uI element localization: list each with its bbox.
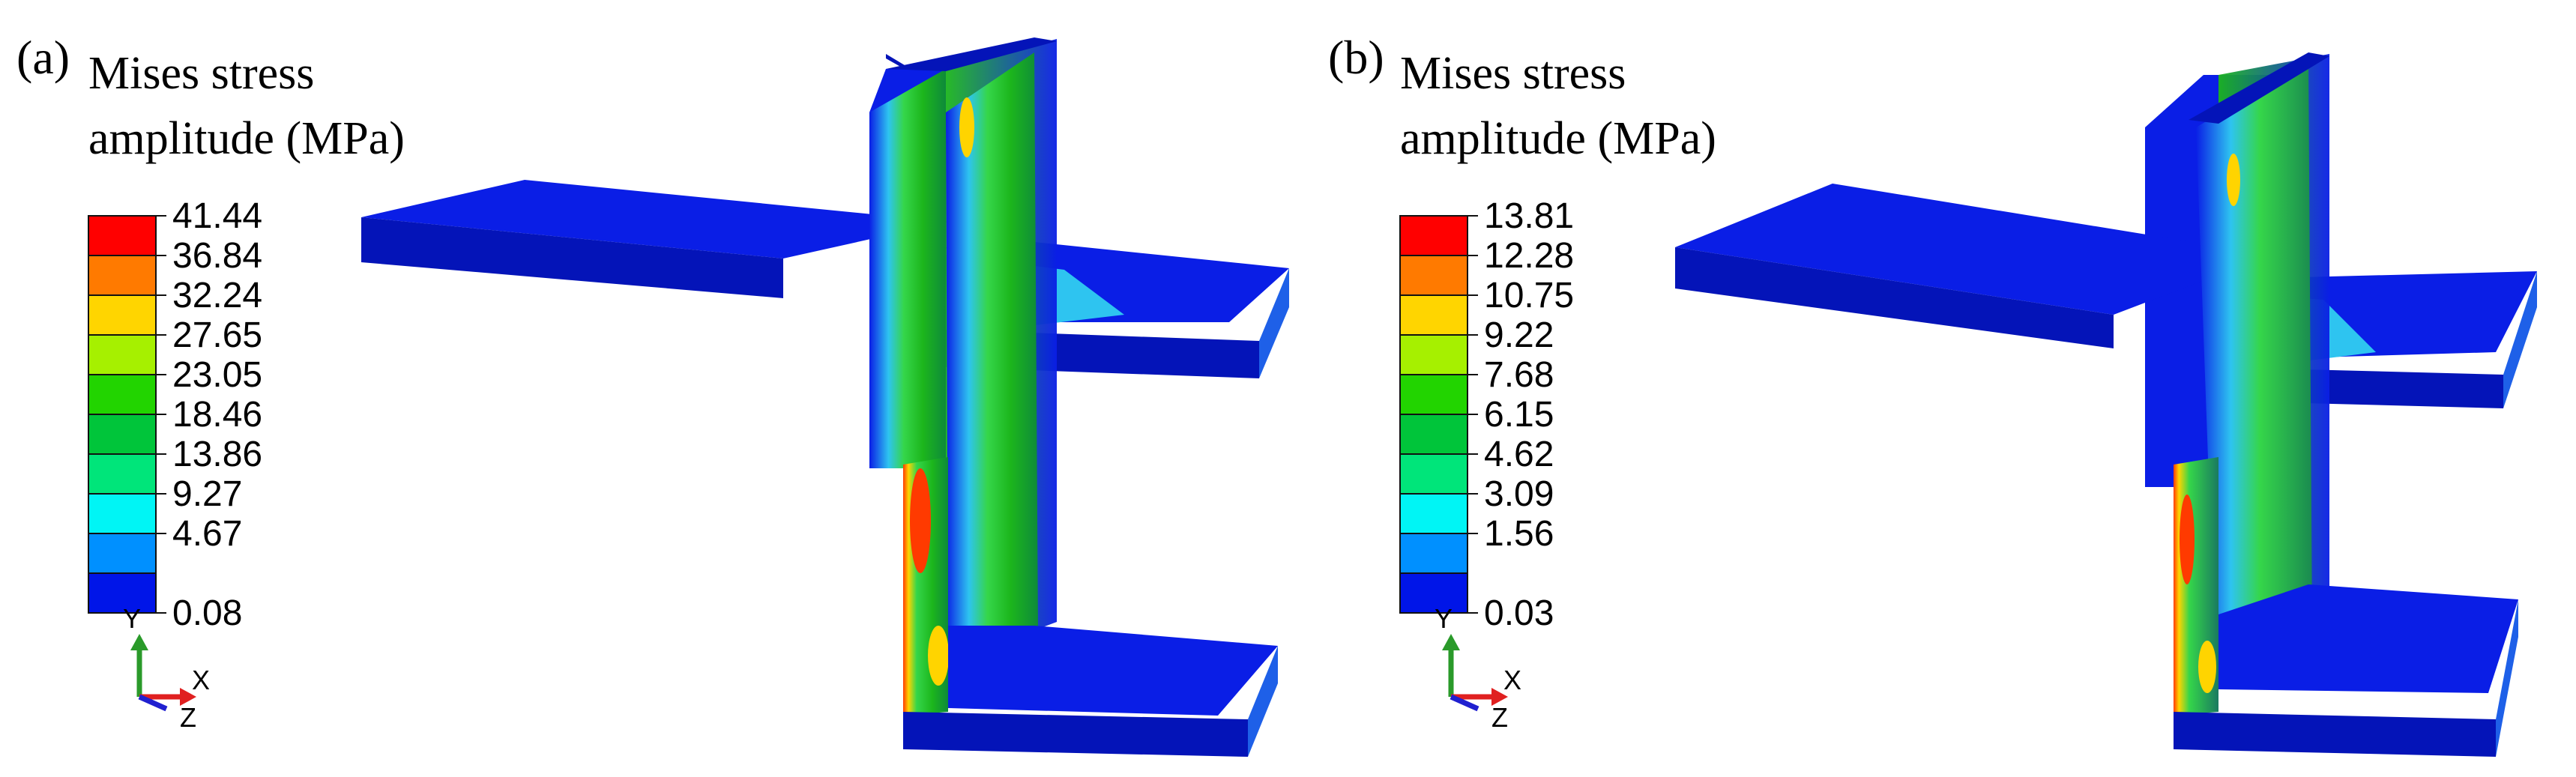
colorbar-swatch — [1399, 215, 1468, 256]
colorbar-swatch — [88, 334, 157, 375]
colorbar-tick-label: 10.75 — [1484, 276, 1574, 315]
panel-a-title-line1: Mises stress — [88, 48, 314, 99]
model-b-left-flange-top — [1675, 184, 2271, 315]
axis-y-label: Y — [1435, 603, 1453, 634]
model-a-bottom-flange-top — [948, 626, 1278, 716]
model-b-web-face — [2196, 60, 2312, 644]
colorbar-tick-label: 9.27 — [172, 474, 242, 514]
model-b-web-top — [2189, 52, 2329, 124]
panel-a-title-line2: amplitude (MPa) — [88, 113, 405, 164]
colorbar-swatch — [88, 294, 157, 336]
model-b-hotspot-lower — [2180, 495, 2195, 584]
axis-z-label: Z — [1491, 702, 1508, 733]
axis-triad-b: Y X Z — [1435, 603, 1521, 733]
colorbar-swatch — [1399, 572, 1468, 614]
colorbar-swatch — [88, 572, 157, 614]
model-a-stem-upper — [869, 69, 946, 468]
model-a-web-top — [886, 37, 1057, 71]
model-a-bottom-flange-front — [903, 712, 1248, 757]
colorbar-tick-label: 4.62 — [1484, 435, 1554, 474]
panel-a: (a) Mises stress amplitude (MPa) 41.4436… — [16, 31, 1289, 757]
colorbar-swatch — [1399, 453, 1468, 495]
axis-y-arrowhead — [130, 634, 148, 650]
axis-z-arrow — [138, 694, 168, 712]
colorbar-tick-label: 7.68 — [1484, 355, 1554, 395]
model-b-hotspot-mid — [2198, 641, 2216, 693]
axis-x-label: X — [192, 665, 210, 695]
axis-x-label: X — [1503, 665, 1521, 695]
panel-b: (b) Mises stress amplitude (MPa) 13.8112… — [1328, 31, 2537, 757]
colorbar-swatch — [1399, 334, 1468, 375]
panel-b-title-line1: Mises stress — [1400, 48, 1626, 99]
colorbar-tick-label: 6.15 — [1484, 395, 1554, 435]
axis-triad-a: Y X Z — [123, 603, 210, 733]
colorbar-swatch — [88, 533, 157, 574]
colorbar-swatch — [88, 493, 157, 534]
model-a-hotspot-mid — [928, 626, 949, 686]
colorbar-swatch — [1399, 374, 1468, 415]
axis-y-arrowhead — [1442, 634, 1460, 650]
panel-b-tag: (b) — [1328, 31, 1384, 84]
model-a — [361, 37, 1289, 757]
colorbar-tick-label: 0.08 — [172, 593, 242, 633]
colorbar-tick-label: 12.28 — [1484, 236, 1574, 276]
colorbar-swatch — [1399, 294, 1468, 336]
model-b-hotspot-top — [2227, 154, 2240, 206]
panel-a-tag: (a) — [16, 31, 70, 84]
colorbar-tick-label: 41.44 — [172, 196, 262, 236]
model-a-web-face — [946, 52, 1038, 644]
model-b-bottom-flange-front — [2174, 712, 2496, 757]
colorbar-a: 41.4436.8432.2427.6523.0518.4613.869.274… — [88, 196, 262, 633]
colorbar-swatch — [88, 255, 157, 296]
colorbar-tick-label: 3.09 — [1484, 474, 1554, 514]
colorbar-tick-label: 32.24 — [172, 276, 262, 315]
model-b — [1675, 52, 2537, 757]
colorbar-swatch — [1399, 414, 1468, 455]
colorbar-tick-label: 9.22 — [1484, 315, 1554, 355]
colorbar-swatch — [1399, 493, 1468, 534]
model-b-right-flange-end — [2503, 271, 2537, 408]
model-a-left-flange-front — [361, 217, 783, 298]
axis-z-label: Z — [180, 702, 196, 733]
colorbar-tick-label: 13.81 — [1484, 196, 1574, 236]
colorbar-tick-label: 4.67 — [172, 514, 242, 554]
model-a-bottom-flange-end — [1248, 646, 1278, 757]
colorbar-tick-label: 0.03 — [1484, 593, 1554, 633]
model-b-bottom-flange-top — [2218, 584, 2518, 693]
model-a-hotspot-top — [959, 97, 974, 157]
axis-z-arrow — [1450, 694, 1479, 712]
colorbar-tick-label: 1.56 — [1484, 514, 1554, 554]
colorbar-tick-label: 18.46 — [172, 395, 262, 435]
colorbar-swatch — [88, 374, 157, 415]
colorbar-tick-label: 27.65 — [172, 315, 262, 355]
axis-y-label: Y — [123, 603, 141, 634]
colorbar-tick-label: 13.86 — [172, 435, 262, 474]
model-b-bottom-flange-end — [2496, 599, 2518, 757]
panel-b-title-line2: amplitude (MPa) — [1400, 113, 1716, 164]
colorbar-tick-label: 23.05 — [172, 355, 262, 395]
model-b-left-flange-front — [1675, 247, 2114, 348]
colorbar-swatch — [1399, 255, 1468, 296]
colorbar-tick-label: 36.84 — [172, 236, 262, 276]
colorbar-swatch — [88, 215, 157, 256]
colorbar-swatch — [1399, 533, 1468, 574]
model-a-left-flange-top — [361, 180, 948, 259]
axis-x-arrowhead — [180, 688, 196, 706]
colorbar-swatch — [88, 453, 157, 495]
model-a-right-flange-end — [1259, 268, 1289, 378]
axis-x-arrowhead — [1491, 688, 1508, 706]
colorbar-swatch — [88, 414, 157, 455]
model-a-hotspot-lower — [910, 468, 931, 573]
